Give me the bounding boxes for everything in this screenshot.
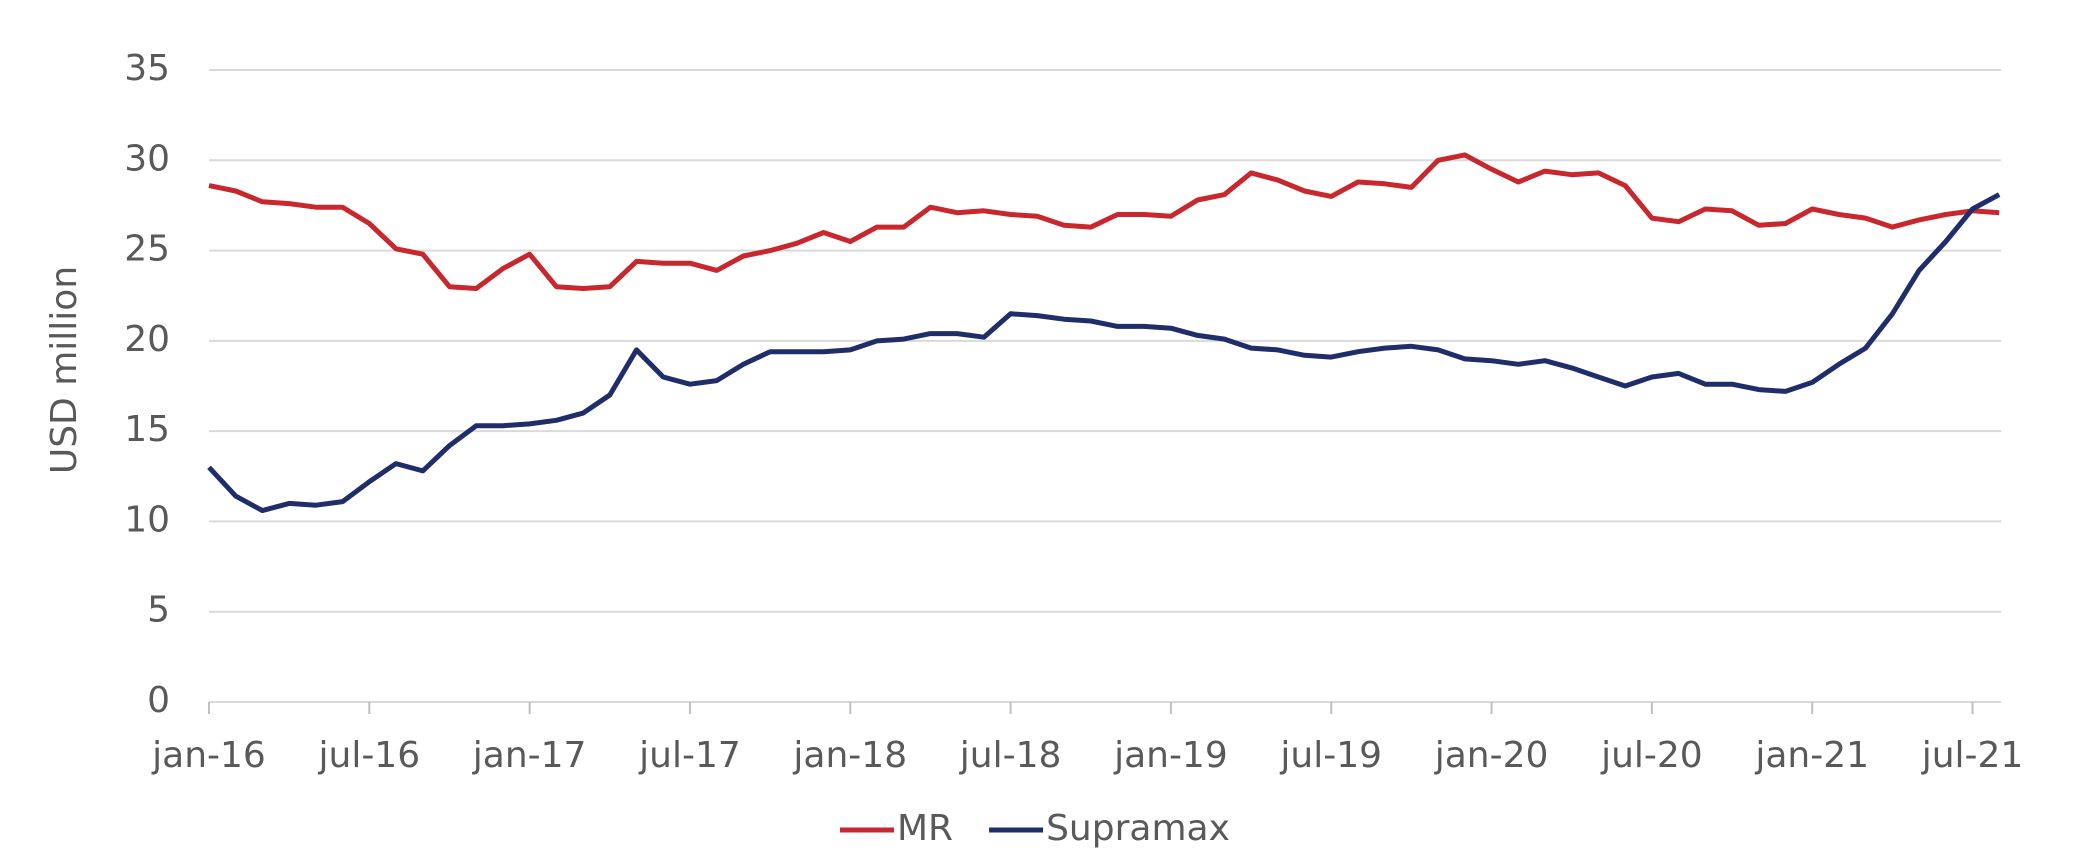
y-tick-label: 25 xyxy=(124,229,170,270)
x-tick-label: jan-18 xyxy=(792,735,907,776)
x-tick-label: jul-16 xyxy=(318,735,421,776)
x-tick-label: jul-20 xyxy=(1600,735,1703,776)
y-tick-label: 10 xyxy=(124,499,170,540)
x-tick-label: jan-19 xyxy=(1113,735,1228,776)
x-tick-label: jul-17 xyxy=(638,735,741,776)
line-series xyxy=(207,192,2001,514)
line-series xyxy=(208,152,2000,291)
x-tick-label: jul-18 xyxy=(959,735,1062,776)
y-tick-label: 15 xyxy=(124,409,170,450)
y-tick-label: 30 xyxy=(124,138,170,179)
x-tick-label: jan-17 xyxy=(472,735,587,776)
legend-label: MR xyxy=(897,808,953,849)
y-tick-label: 5 xyxy=(147,590,170,631)
x-tick-label: jul-19 xyxy=(1279,735,1382,776)
x-tick-label: jan-21 xyxy=(1754,735,1869,776)
x-tick-label: jan-20 xyxy=(1434,735,1549,776)
y-axis-label: USD million xyxy=(44,266,85,474)
x-tick-label: jul-21 xyxy=(1921,735,2024,776)
y-tick-label: 20 xyxy=(124,319,170,360)
x-tick-label: jan-16 xyxy=(151,735,266,776)
y-tick-label: 0 xyxy=(147,680,170,721)
legend-label: Supramax xyxy=(1046,808,1230,849)
y-tick-label: 35 xyxy=(124,48,170,89)
